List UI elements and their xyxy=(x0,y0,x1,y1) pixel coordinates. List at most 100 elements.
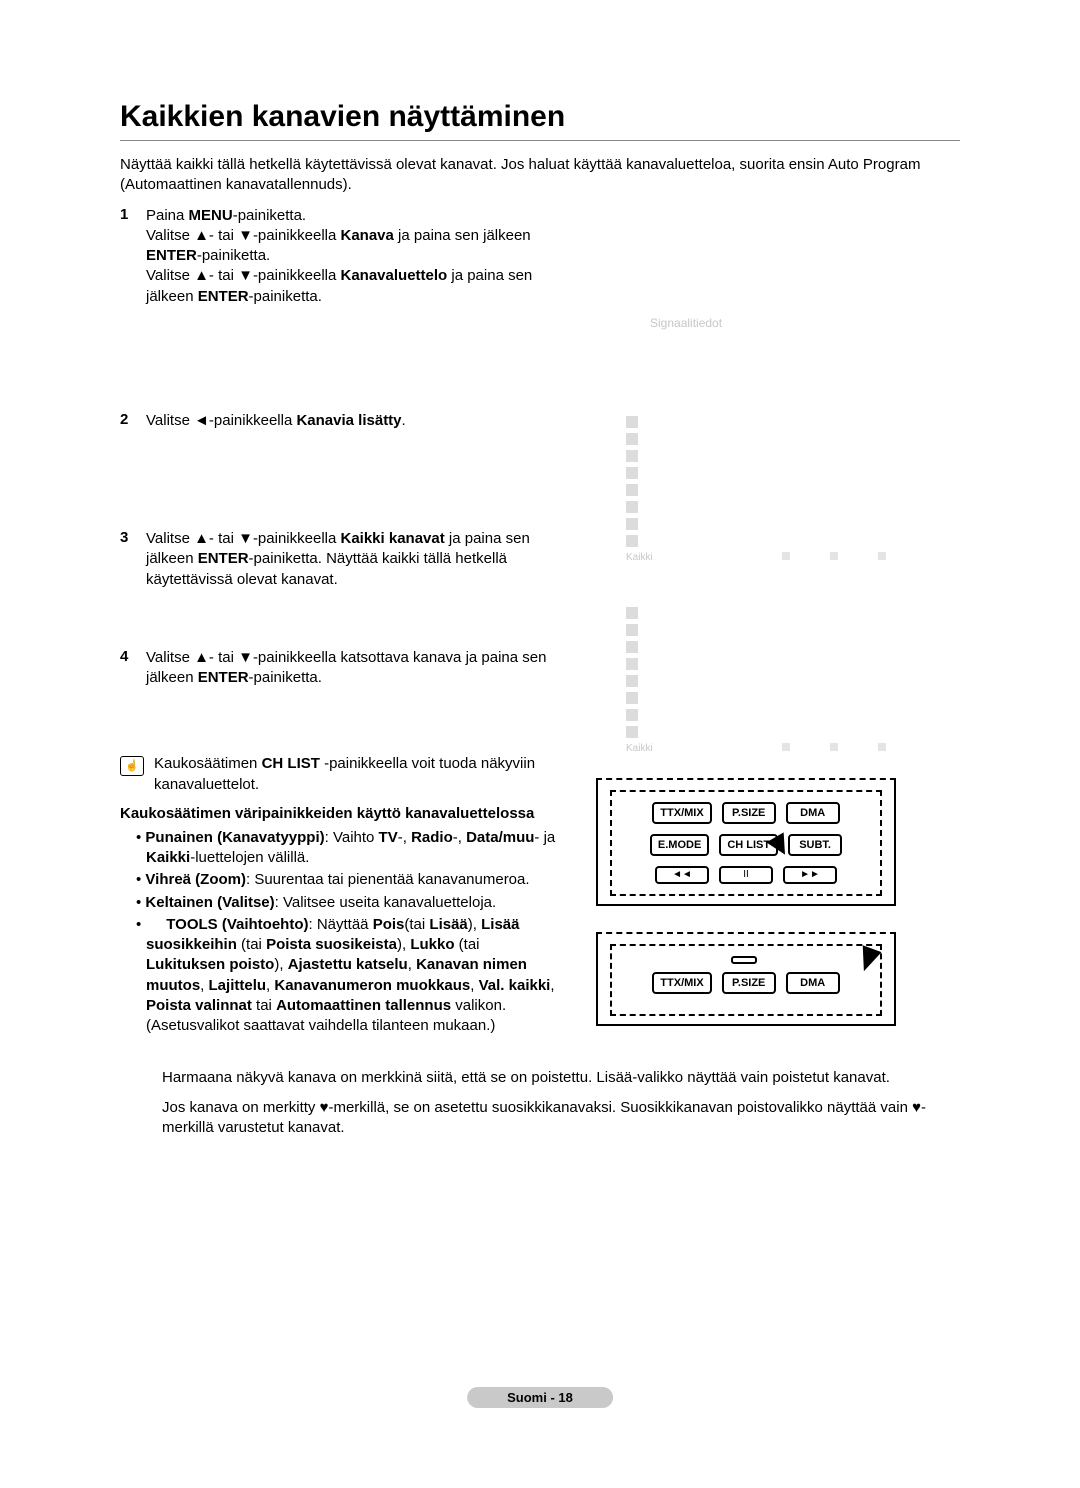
step-body: Valitse ▲- tai ▼-painikkeella katsottava… xyxy=(146,648,560,689)
t: Lukituksen poisto xyxy=(146,956,274,973)
remote-diagrams: TTX/MIX P.SIZE DMA E.MODE CH LIST SUBT. … xyxy=(596,780,960,1026)
page-title: Kaikkien kanavien näyttäminen xyxy=(120,100,960,134)
t: -painiketta. xyxy=(249,669,322,686)
t: -painiketta. xyxy=(233,207,306,224)
t: : Näyttää xyxy=(309,916,373,933)
step-body: Valitse ◄-painikkeella Kanavia lisätty. xyxy=(146,411,560,431)
channel-list-preview-1: Kaikki xyxy=(626,416,886,563)
remote-emode-button: E.MODE xyxy=(650,834,709,856)
list-footer-label: Kaikki xyxy=(626,743,653,754)
t: TOOLS (Vaihtoehto) xyxy=(166,916,308,933)
t: Kanava xyxy=(341,227,394,244)
t: Punainen (Kanavatyyppi) xyxy=(145,829,324,846)
pause-icon: II xyxy=(719,866,773,884)
step-number: 1 xyxy=(120,206,146,307)
remote-ttxmix-button: TTX/MIX xyxy=(652,972,711,994)
t: MENU xyxy=(189,207,233,224)
t: ), xyxy=(468,916,481,933)
t: ENTER xyxy=(198,550,249,567)
t: Paina xyxy=(146,207,189,224)
t: Lajittelu xyxy=(209,977,267,994)
step-4: 4 Valitse ▲- tai ▼-painikkeella katsotta… xyxy=(120,648,560,689)
t: . xyxy=(402,412,406,429)
intro-text: Näyttää kaikki tällä hetkellä käytettävi… xyxy=(120,155,960,196)
t: Kaikki kanavat xyxy=(341,530,445,547)
remote-ttxmix-button: TTX/MIX xyxy=(652,802,711,824)
t: -, xyxy=(398,829,411,846)
note-grey-channel: Harmaana näkyvä kanava on merkkinä siitä… xyxy=(120,1068,960,1088)
note-heart-channel: Jos kanava on merkitty ♥-merkillä, se on… xyxy=(120,1098,960,1139)
t: Lisää xyxy=(429,916,467,933)
t: -painiketta. xyxy=(197,247,270,264)
t: ENTER xyxy=(198,288,249,305)
t: , xyxy=(408,956,416,973)
left-column: 1 Paina MENU-painiketta. Valitse ▲- tai … xyxy=(120,206,560,1054)
t: Keltainen (Valitse) xyxy=(145,894,274,911)
t: Valitse ▲- tai ▼-painikkeella xyxy=(146,227,341,244)
t: Valitse ▲- tai ▼-painikkeella xyxy=(146,530,341,547)
t: Valitse ▲- tai ▼-painikkeella xyxy=(146,267,341,284)
bullets: • Punainen (Kanavatyyppi): Vaihto TV-, R… xyxy=(120,828,560,1037)
remote-dma-button: DMA xyxy=(786,802,840,824)
t: -painiketta. xyxy=(249,288,322,305)
list-footer-label: Kaikki xyxy=(626,552,653,563)
t: TV xyxy=(379,829,398,846)
remote-psize-button: P.SIZE xyxy=(722,802,776,824)
step-3: 3 Valitse ▲- tai ▼-painikkeella Kaikki k… xyxy=(120,529,560,590)
step-body: Valitse ▲- tai ▼-painikkeella Kaikki kan… xyxy=(146,529,560,590)
divider xyxy=(120,140,960,141)
t: Kaikki xyxy=(146,849,190,866)
t: ENTER xyxy=(146,247,197,264)
t: , xyxy=(200,977,208,994)
remote-dma-button: DMA xyxy=(786,972,840,994)
t: ), xyxy=(397,936,410,953)
t: (tai xyxy=(237,936,266,953)
bullet-tools: • TOOLS (Vaihtoehto): Näyttää Pois(tai L… xyxy=(136,915,560,1037)
channel-list-preview-2: Kaikki xyxy=(626,607,886,754)
t: : Valitsee useita kanavaluetteloja. xyxy=(275,894,497,911)
tip-body: Kaukosäätimen CH LIST -painikkeella voit… xyxy=(154,754,560,795)
t: Kanavia lisätty xyxy=(296,412,401,429)
page-number: Suomi - 18 xyxy=(467,1387,613,1408)
t: ja paina sen jälkeen xyxy=(394,227,531,244)
t: Valitse ◄-painikkeella xyxy=(146,412,296,429)
remote-diagram-top: TTX/MIX P.SIZE DMA E.MODE CH LIST SUBT. … xyxy=(596,780,896,906)
t: Vihreä (Zoom) xyxy=(145,871,246,888)
bullet-yellow: • Keltainen (Valitse): Valitsee useita k… xyxy=(136,893,560,913)
t: CH LIST xyxy=(262,755,320,772)
t: (tai xyxy=(404,916,429,933)
t: Val. kaikki xyxy=(479,977,551,994)
step-body: Paina MENU-painiketta. Valitse ▲- tai ▼-… xyxy=(146,206,560,307)
tape-icon xyxy=(731,956,757,964)
t: : Suurentaa tai pienentää kanavanumeroa. xyxy=(246,871,530,888)
t: ENTER xyxy=(198,669,249,686)
t: ), xyxy=(274,956,287,973)
bullet-red: • Punainen (Kanavatyyppi): Vaihto TV-, R… xyxy=(136,828,560,869)
step-number: 4 xyxy=(120,648,146,689)
t: Automaattinen tallennus xyxy=(276,997,451,1014)
step-1: 1 Paina MENU-painiketta. Valitse ▲- tai … xyxy=(120,206,560,307)
t: Poista valinnat xyxy=(146,997,252,1014)
t: Radio xyxy=(411,829,453,846)
t: , xyxy=(470,977,478,994)
step-2: 2 Valitse ◄-painikkeella Kanavia lisätty… xyxy=(120,411,560,431)
t: -luettelojen välillä. xyxy=(190,849,309,866)
t: Lukko xyxy=(410,936,454,953)
right-column: Signaalitiedot Kaikki Kaikki xyxy=(580,206,960,1054)
t: Ajastettu katselu xyxy=(288,956,408,973)
remote-psize-button: P.SIZE xyxy=(722,972,776,994)
t: - ja xyxy=(534,829,555,846)
remote-subt-button: SUBT. xyxy=(788,834,842,856)
page-footer: Suomi - 18 xyxy=(467,1387,613,1408)
t: Kanavanumeron muokkaus xyxy=(274,977,470,994)
t: Pois xyxy=(373,916,405,933)
bullet-green: • Vihreä (Zoom): Suurentaa tai pienentää… xyxy=(136,870,560,890)
color-buttons-heading: Kaukosäätimen väripainikkeiden käyttö ka… xyxy=(120,805,560,822)
step-number: 3 xyxy=(120,529,146,590)
t: (tai xyxy=(455,936,480,953)
t: : Vaihto xyxy=(325,829,379,846)
remote-tip: ☝ Kaukosäätimen CH LIST -painikkeella vo… xyxy=(120,754,560,795)
remote-diagram-bottom: TTX/MIX P.SIZE DMA xyxy=(596,934,896,1026)
faint-menu-label: Signaalitiedot xyxy=(650,316,960,330)
t: Kanavaluettelo xyxy=(341,267,448,284)
